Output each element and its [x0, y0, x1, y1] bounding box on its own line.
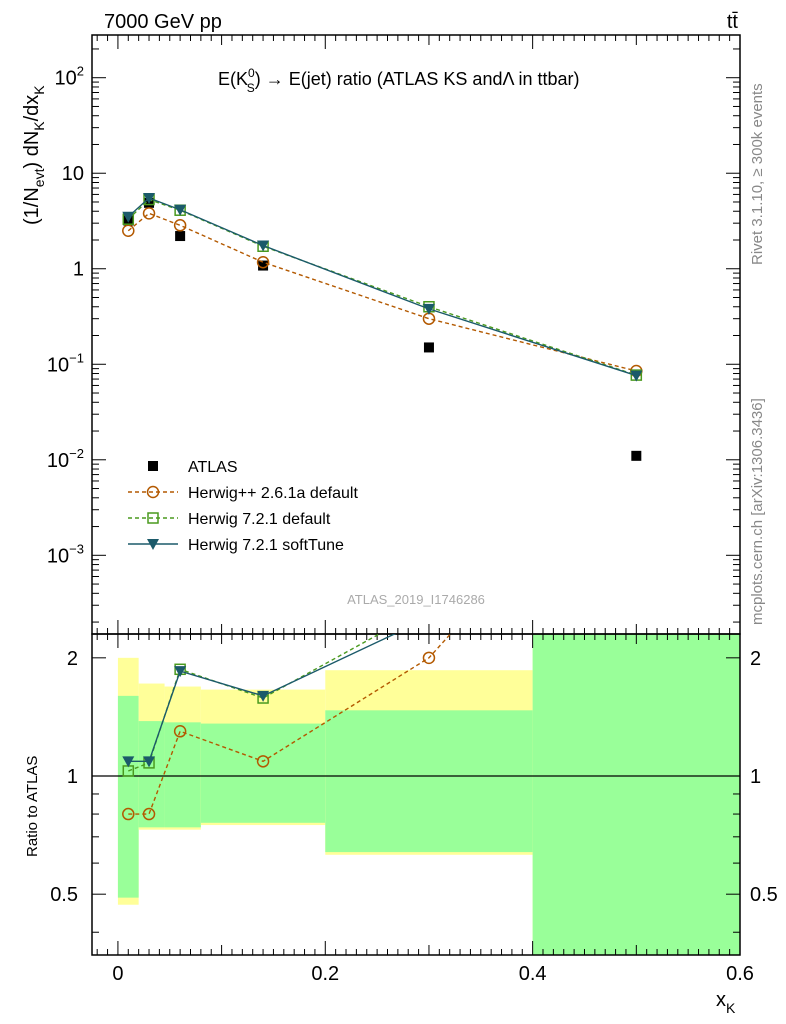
y-tick-label: 10 [62, 163, 84, 185]
legend-marker-1 [146, 485, 160, 499]
data-point-0-5 [631, 450, 642, 461]
ratio-point-2-1 [143, 756, 156, 768]
ratio-band-inner-1 [138, 721, 165, 828]
axis-ticks [92, 35, 741, 955]
ratio-y-tick-label-right: 1 [750, 766, 761, 788]
data-point-3-4 [422, 303, 435, 315]
rivet-note: Rivet 3.1.10, ≥ 300k events [749, 83, 766, 265]
data-point-3-1 [143, 193, 156, 205]
ratio-y-tick-label-right: 2 [750, 648, 761, 670]
ratio-y-axis-label: Ratio to ATLAS [24, 756, 41, 857]
series-line-3 [127, 197, 637, 377]
ratio-plot-frame [91, 633, 741, 956]
process-label: tt̄ [727, 11, 739, 33]
data-point-3-0 [122, 211, 135, 223]
y-tick-label: 1 [73, 259, 84, 281]
ratio-band-inner-5 [532, 634, 740, 955]
ratio-band-inner-2 [164, 722, 201, 828]
ratio-point-0-5 [631, 422, 642, 433]
x-tick-label: 0.6 [726, 963, 754, 985]
ratio-y-tick-label-right: 0.5 [750, 884, 778, 906]
ratio-band-inner-4 [325, 710, 533, 853]
legend-label-1: Herwig++ 2.6.1a default [188, 485, 358, 502]
ratio-y-tick-label-left: 1 [67, 766, 78, 788]
legend-marker-3 [147, 539, 159, 550]
ratio-band-inner-0 [117, 695, 139, 898]
data-point-3-2 [174, 204, 187, 216]
mcplots-note: mcplots.cern.ch [arXiv:1306.3436] [749, 398, 766, 625]
data-point-0-4 [423, 342, 434, 353]
y-tick-label: 10−2 [47, 446, 84, 472]
legend-label-2: Herwig 7.2.1 default [188, 511, 331, 528]
legend-label-0: ATLAS [188, 459, 238, 476]
data-point-1-1 [142, 207, 156, 220]
data-point-0-2 [175, 231, 186, 242]
main-plot-series [122, 193, 643, 461]
ratio-y-tick-label-left: 0.5 [50, 884, 78, 906]
ratio-point-0-3 [256, 755, 270, 768]
ratio-point-0-0 [122, 807, 135, 821]
ratio-point-1-5 [631, 439, 641, 449]
y-axis-label: (1/Nevt) dNK/dxK [21, 85, 47, 225]
ratio-band-inner-3 [200, 723, 326, 823]
ratio-line-0 [128, 634, 452, 815]
energy-label: 7000 GeV pp [104, 11, 222, 33]
data-point-0-3 [258, 260, 269, 271]
ratio-plot-series [122, 422, 642, 821]
y-tick-label: 10−3 [47, 541, 84, 567]
y-tick-label: 10−1 [47, 350, 84, 376]
x-axis-label: xK [716, 989, 736, 1016]
legend-label-3: Herwig 7.2.1 softTune [188, 537, 344, 554]
legend-marker-0 [148, 461, 158, 471]
ratio-line-2 [128, 634, 397, 763]
x-tick-label: 0 [112, 963, 123, 985]
ratio-point-2-2 [174, 666, 187, 678]
data-point-1-3 [256, 255, 270, 269]
analysis-watermark: ATLAS_2019_I1746286 [347, 592, 485, 607]
ratio-point-2-4 [423, 613, 435, 624]
ratio-point-0-2 [173, 725, 187, 738]
plot-title: E(K0 S) → E(jet) ratio (ATLAS KS andΛ in … [218, 66, 580, 95]
legend: ATLAS Herwig++ 2.6.1a default Herwig 7.2.1… [128, 459, 358, 554]
data-point-3-3 [257, 240, 270, 252]
series-line-2 [127, 198, 637, 376]
ratio-point-0-4 [422, 651, 436, 665]
ratio-bands [117, 634, 740, 955]
ratio-point-2-0 [122, 756, 135, 768]
x-tick-label: 0.4 [519, 963, 547, 985]
data-point-3-5 [630, 370, 643, 382]
y-tick-label: 102 [55, 64, 84, 90]
axis-tick-labels: 10−3 10−2 10−1 1 10 102 0.5 0.5 1 1 2 2 0 0.2 0.4 0.6 [47, 64, 778, 985]
ratio-point-2-3 [257, 690, 270, 702]
ratio-y-tick-label-left: 2 [67, 648, 78, 670]
data-point-1-2 [173, 219, 187, 232]
legend-marker-2 [147, 512, 159, 524]
ratio-point-0-1 [142, 807, 156, 821]
x-tick-label: 0.2 [311, 963, 339, 985]
data-point-1-0 [122, 224, 135, 237]
series-line-1 [127, 212, 637, 372]
